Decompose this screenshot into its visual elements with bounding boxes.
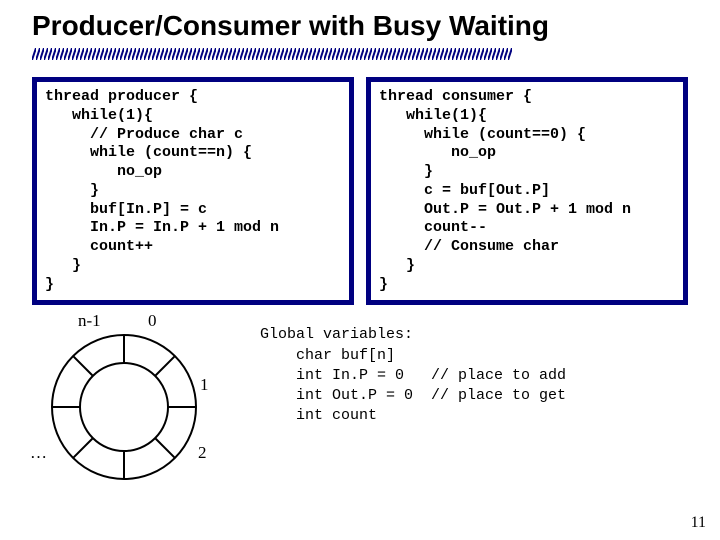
ring-svg: [38, 321, 210, 493]
ring-label: 1: [200, 375, 209, 395]
ring-label: 0: [148, 311, 157, 331]
page-number: 11: [691, 514, 706, 532]
producer-code: thread producer { while(1){ // Produce c…: [32, 77, 354, 305]
title-underline: [32, 48, 512, 60]
ring-label: 2: [198, 443, 207, 463]
globals-code: Global variables: char buf[n] int In.P =…: [260, 315, 566, 426]
ring-label: n-1: [78, 311, 101, 331]
slide-title: Producer/Consumer with Busy Waiting: [32, 10, 688, 42]
ring-label: …: [30, 443, 47, 463]
code-columns: thread producer { while(1){ // Produce c…: [32, 77, 688, 305]
ring-buffer-diagram: n-1012…: [32, 315, 232, 495]
consumer-code: thread consumer { while(1){ while (count…: [366, 77, 688, 305]
